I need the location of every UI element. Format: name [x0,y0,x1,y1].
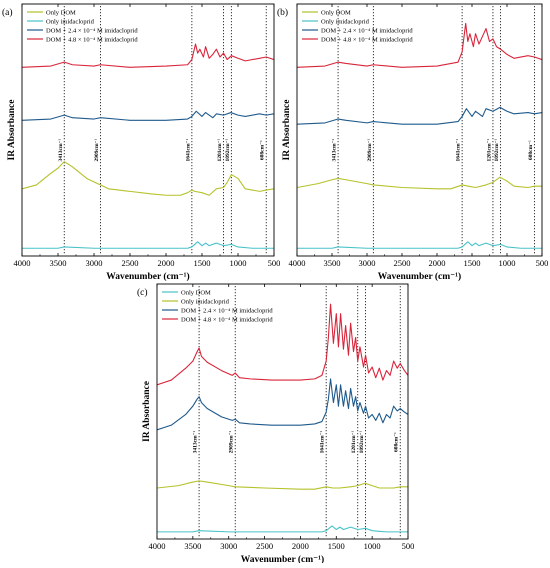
x-tick-label: 3000 [220,541,237,551]
legend-entry: Only imidacloprid [46,18,95,25]
x-tick-label: 3500 [324,258,341,268]
legend-entry: Only DOM [46,9,76,16]
y-axis-label: IR Absorbance [7,100,17,161]
series-group [157,303,408,533]
peak-annotation: 1092cm⁻¹ [225,139,231,162]
series-group [297,22,542,249]
series-line [22,241,274,249]
legend-entry: Only imidacloprid [321,18,370,25]
legend-entry: DOM + 2.4 × 10⁻⁴ M imidacloprid [181,307,273,314]
peak-annotation: 608cm⁻¹ [260,140,266,160]
x-tick-label: 1000 [230,258,247,268]
peak-annotation: 608cm⁻¹ [528,140,534,160]
peak-annotation: 3413cm⁻¹ [193,430,199,453]
peak-annotation: 608cm⁻¹ [394,432,400,452]
legend-entry: DOM + 4.8 × 10⁻⁴ M imidacloprid [46,36,138,43]
series-line [297,241,542,249]
series-line [297,106,542,125]
x-tick-label: 2500 [256,541,273,551]
x-tick-label: 500 [536,258,549,268]
series-line [297,22,542,68]
x-tick-label: 4000 [14,258,31,268]
x-axis-label: Wavenumber (cm⁻¹) [106,271,189,282]
legend-entry: DOM + 4.8 × 10⁻⁴ M imidacloprid [181,316,273,323]
peak-annotation: 1641cm⁻¹ [456,139,462,162]
legend-entry: DOM + 4.8 × 10⁻⁴ M imidacloprid [321,36,413,43]
panel-label: (a) [2,7,13,18]
legend-entry: Only DOM [181,289,211,296]
panel-b: 3413cm⁻¹ 2909cm⁻¹ 1641cm⁻¹ 1201cm⁻¹ 1092cm⁻¹… [277,3,549,282]
x-tick-label: 4000 [289,258,306,268]
x-tick-label: 2000 [429,258,446,268]
x-axis-label: Wavenumber (cm⁻¹) [378,271,461,282]
peak-annotation: 2909cm⁻¹ [94,139,100,162]
x-tick-label: 500 [268,258,281,268]
x-tick-label: 3000 [359,258,376,268]
peak-annotation: 2909cm⁻¹ [367,139,373,162]
series-line [157,480,408,490]
x-tick-label: 2500 [122,258,139,268]
x-tick-label: 1500 [194,258,211,268]
y-axis-label: IR Absorbance [282,100,292,161]
legend-entry: DOM + 2.4 × 10⁻⁴ M imidacloprid [321,27,413,34]
series-line [22,161,274,196]
peak-annotation: 1201cm⁻¹ [217,139,223,162]
x-tick-label: 500 [402,541,415,551]
legend-entry: Only DOM [321,9,351,16]
legend-entry: Only imidacloprid [181,298,230,305]
x-tick-label: 1000 [364,541,381,551]
series-line [297,176,542,190]
series-line [157,378,408,431]
x-tick-label: 1500 [464,258,481,268]
y-axis-label: IR Absorbance [142,381,152,442]
peak-annotation: 1201cm⁻¹ [486,139,492,162]
panel-label: (b) [277,7,288,18]
x-tick-label: 2500 [394,258,411,268]
x-tick-label: 3500 [184,541,201,551]
panel-a: 3413cm⁻¹ 2909cm⁻¹ 1641cm⁻¹ 1201cm⁻¹ 1092cm⁻¹… [2,3,281,282]
series-line [157,303,408,386]
peak-annotation: 1092cm⁻¹ [359,430,365,453]
x-tick-label: 2000 [292,541,309,551]
x-tick-label: 4000 [149,541,166,551]
x-tick-label: 3500 [50,258,67,268]
x-tick-label: 3000 [86,258,103,268]
peak-annotation: 3413cm⁻¹ [332,139,338,162]
peak-annotation: 1641cm⁻¹ [185,139,191,162]
x-tick-label: 2000 [158,258,175,268]
x-tick-label: 1000 [499,258,516,268]
peak-annotation: 2909cm⁻¹ [229,430,235,453]
series-line [22,110,274,121]
series-line [22,43,274,68]
peak-annotation: 3413cm⁻¹ [58,139,64,162]
peak-annotation: 1641cm⁻¹ [320,430,326,453]
peak-annotation: 1201cm⁻¹ [351,430,357,453]
series-group [22,43,274,249]
panel-label: (c) [137,287,148,298]
legend-entry: DOM + 2.4 × 10⁻⁴ M imidacloprid [46,27,138,34]
series-line [157,525,408,533]
x-axis-label: Wavenumber (cm⁻¹) [241,554,324,563]
panel-c: 3413cm⁻¹ 2909cm⁻¹ 1641cm⁻¹ 1201cm⁻¹ 1092cm⁻¹… [137,283,415,565]
peak-annotation: 1092cm⁻¹ [494,139,500,162]
x-tick-label: 1500 [328,541,345,551]
